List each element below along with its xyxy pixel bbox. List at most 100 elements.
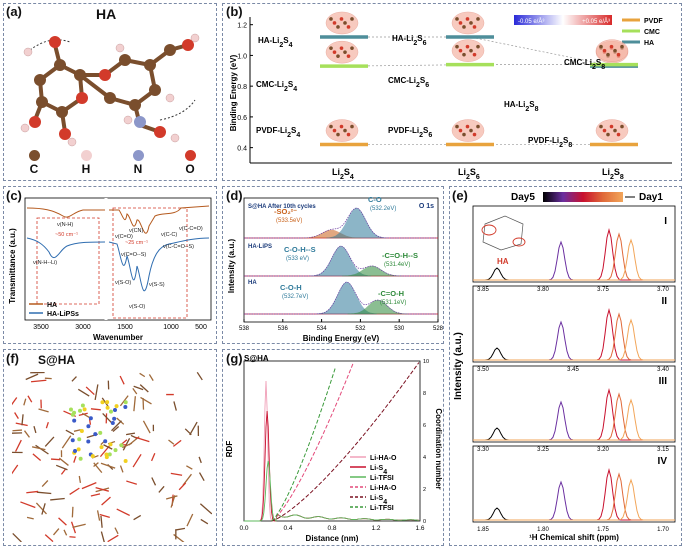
- md-bond: [158, 485, 165, 493]
- g-xtick-label: 0.0: [239, 525, 248, 532]
- md-bond: [12, 464, 19, 475]
- md-bond: [101, 496, 111, 506]
- d-envelope: [244, 245, 436, 277]
- g-xtick-label: 1.6: [415, 525, 424, 532]
- b-structure-label: PVDF-Li2S8: [528, 136, 572, 149]
- c-annotation: ~50 cm⁻¹: [55, 232, 78, 238]
- e-spectrum-curve: [473, 320, 675, 361]
- panel-c: [3, 186, 217, 344]
- c-annotation: ν(C-C=O--S): [163, 244, 194, 250]
- md-atom: [123, 459, 128, 464]
- md-atom: [78, 456, 83, 461]
- md-bond: [96, 510, 101, 521]
- d-xtick-label: 536: [278, 326, 289, 332]
- panel-f: [3, 349, 217, 546]
- md-bond: [186, 465, 193, 470]
- b-xcat-label: Li2S4: [332, 167, 354, 181]
- md-atom: [80, 403, 85, 408]
- md-bond: [175, 527, 186, 531]
- b-structure-render: [451, 119, 485, 142]
- md-bond: [140, 396, 152, 405]
- md-atom: [112, 416, 117, 421]
- md-atom: [108, 442, 113, 447]
- d-sample-label: HA: [248, 280, 257, 286]
- hydrogen-atoms: [20, 33, 200, 147]
- d-peak-be: (531.1eV): [380, 300, 406, 306]
- d-xtick-label: 534: [317, 326, 328, 332]
- md-atom: [100, 400, 105, 405]
- b-ylabel: Binding Energy (eV): [229, 54, 238, 131]
- e-xtick-label: 3.50: [477, 367, 489, 373]
- md-bond: [44, 436, 55, 447]
- e-spectrum-curve: [473, 478, 675, 521]
- md-bond: [90, 408, 101, 411]
- md-atom: [119, 443, 124, 448]
- d-xtick-label: 538: [239, 326, 250, 332]
- md-bond: [198, 472, 205, 481]
- md-bond: [119, 375, 125, 385]
- d-title: S@HA After 10th cycles: [248, 204, 316, 210]
- md-atom: [72, 410, 77, 415]
- md-bond: [139, 384, 149, 393]
- e-xtick-label: 3.75: [597, 287, 609, 293]
- atom-legend-item: O: [170, 150, 210, 176]
- b-xcat-label: Li2S6: [458, 167, 480, 181]
- g-xtick-label: 0.8: [327, 525, 336, 532]
- md-bond: [65, 429, 75, 436]
- md-bond: [85, 386, 95, 396]
- md-bond: [55, 464, 68, 471]
- b-ytick-label: 0.8: [237, 84, 247, 91]
- b-structure-render: [325, 11, 359, 35]
- md-bond: [78, 475, 82, 483]
- b-structure-label: HA-Li2S6: [392, 34, 427, 47]
- md-bond: [119, 395, 129, 407]
- md-bond: [63, 529, 68, 536]
- md-bond: [103, 444, 113, 450]
- md-atom: [86, 424, 91, 429]
- b-legend-label: HA: [644, 40, 654, 47]
- md-bond: [38, 408, 49, 413]
- e-legend-right: Day1: [639, 192, 663, 203]
- md-bond: [93, 462, 103, 474]
- md-bond: [126, 480, 137, 485]
- md-bond: [27, 395, 33, 403]
- md-bond: [122, 437, 131, 451]
- md-atom: [107, 452, 112, 457]
- e-subplot-frame: [472, 445, 676, 523]
- e-xtick-label: 3.25: [537, 447, 549, 453]
- c-annotation: ν(N-H--Li): [33, 260, 57, 266]
- md-atom: [93, 432, 98, 437]
- e-spectrum-curve: [473, 388, 675, 441]
- md-bond: [14, 412, 19, 419]
- e-xtick-label: 3.20: [597, 447, 609, 453]
- g-y2tick-label: 6: [423, 423, 426, 429]
- md-bond: [58, 457, 69, 466]
- b-structure-label: HA-Li2S4: [258, 36, 293, 49]
- md-bond: [173, 401, 177, 411]
- md-bond: [151, 477, 157, 486]
- panel-f-label: (f): [6, 351, 19, 366]
- panel-a-label: (a): [6, 4, 22, 19]
- c-axes-frame: [24, 197, 212, 321]
- c-annotation: ν(C=O): [115, 234, 133, 240]
- c-ylabel: Transmittance (a.u.): [8, 228, 17, 304]
- md-bond: [133, 514, 142, 521]
- md-bond: [69, 487, 80, 496]
- md-bond: [77, 388, 90, 397]
- panel-d-chart: Intensity (a.u.) 538 536 534 532 530 528 Bindin…: [227, 195, 444, 343]
- md-bond: [26, 490, 39, 494]
- md-atom: [105, 405, 110, 410]
- md-bond: [99, 513, 110, 518]
- g-xtick-label: 1.2: [371, 525, 380, 532]
- md-bond: [114, 527, 119, 535]
- e-subplot-frame: [472, 205, 676, 283]
- g-legend-label: Li-HA-O: [370, 485, 397, 492]
- md-atom: [76, 447, 81, 452]
- atom-legend-label: H: [81, 162, 91, 176]
- md-bond: [125, 432, 136, 436]
- e-spectrum-curve: [473, 480, 675, 521]
- md-bond: [31, 446, 46, 451]
- md-bond: [26, 516, 34, 520]
- panel-b: [222, 3, 682, 181]
- b-structure-label: CMC-Li2S4: [256, 80, 297, 93]
